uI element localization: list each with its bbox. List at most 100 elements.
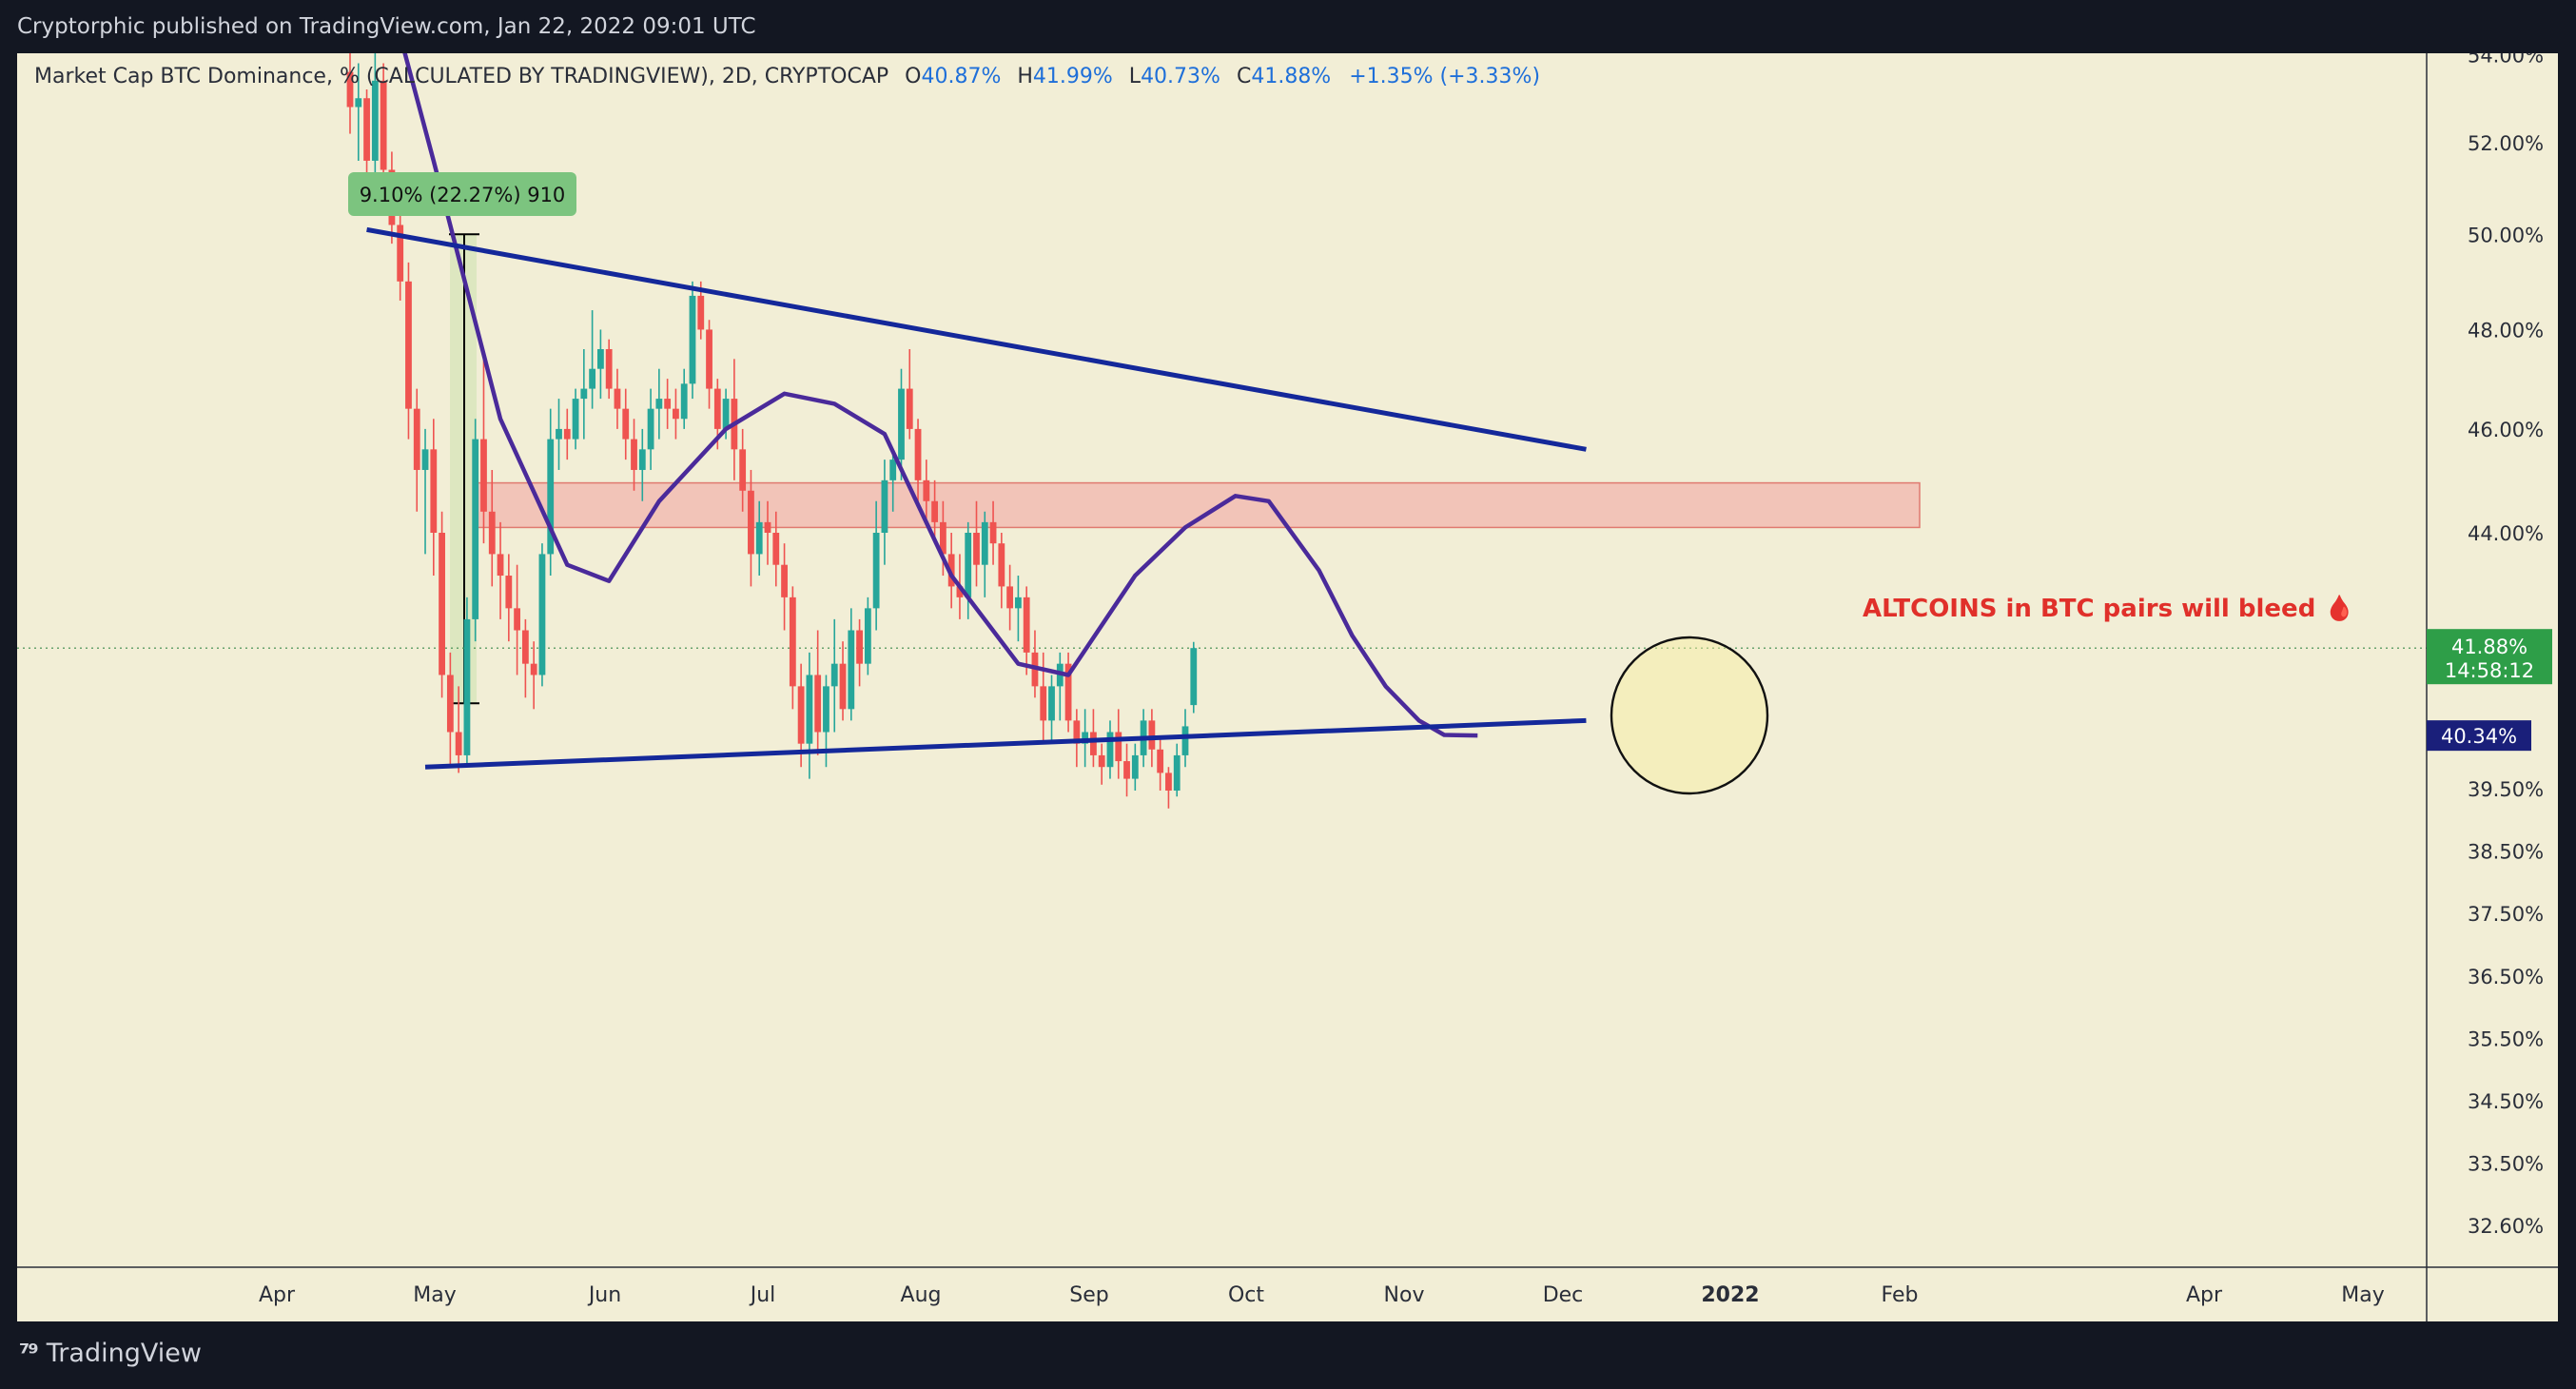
candle-down [939, 521, 946, 555]
candle-down [530, 663, 537, 675]
candle-down [739, 449, 747, 491]
y-tick-label: 38.50% [2468, 841, 2544, 864]
change-value: +1.35% (+3.33%) [1349, 65, 1541, 88]
highlight-circle [1610, 636, 1769, 795]
x-tick-label: Jul [749, 1283, 776, 1307]
close-label: C [1236, 65, 1252, 88]
x-tick-label: Oct [1228, 1283, 1264, 1307]
candle-down [439, 533, 445, 675]
candle-down [1115, 732, 1122, 762]
x-tick-label: Apr [2186, 1283, 2223, 1307]
candle-up [1190, 648, 1198, 706]
candle-up [355, 98, 362, 108]
candle-up [755, 521, 763, 555]
y-tick-label: 34.50% [2468, 1090, 2544, 1113]
candle-down [363, 98, 370, 161]
x-tick-label: May [2341, 1283, 2384, 1307]
plot-group [17, 53, 2427, 809]
candle-up [463, 618, 471, 755]
last-price-tag-value: 41.88% [2451, 636, 2527, 658]
candle-down [497, 554, 504, 577]
candle-up [547, 439, 555, 555]
y-tick-label: 46.00% [2468, 419, 2544, 441]
candle-up [472, 439, 479, 619]
candle-down [380, 80, 387, 170]
candle-down [989, 521, 997, 544]
publisher-text: Cryptorphic published on TradingView.com… [17, 14, 756, 39]
candle-down [706, 329, 712, 389]
last-price-countdown: 14:58:12 [2445, 659, 2534, 682]
measure-label-bg [348, 172, 576, 216]
candle-up [1181, 726, 1189, 755]
candle-up [421, 449, 429, 470]
y-tick-label: 35.50% [2468, 1027, 2544, 1050]
chart-svg[interactable]: 9.10% (22.27%) 910 ALTCOINS in BTC pairs … [17, 53, 2558, 1321]
candle-down [480, 439, 487, 512]
candle-down [839, 663, 847, 710]
candle-down [1073, 720, 1081, 744]
candle-down [998, 543, 1005, 587]
candle-down [973, 533, 980, 565]
x-tick-label: Sep [1069, 1283, 1108, 1307]
candle-down [697, 295, 705, 330]
x-tick-label: Nov [1384, 1283, 1425, 1307]
candle-down [405, 281, 412, 409]
candle-up [556, 428, 562, 440]
candle-down [664, 399, 672, 409]
candle-up [1173, 754, 1181, 792]
candle-down [713, 388, 721, 429]
candle-down [605, 348, 613, 389]
candle-up [872, 533, 880, 609]
candle-down [614, 388, 621, 409]
candle-down [346, 71, 354, 108]
open-label: O [905, 65, 922, 88]
candle-up [965, 533, 972, 597]
tradingview-brand[interactable]: ⁷⁹ TradingView [19, 1339, 202, 1368]
candle-up [371, 80, 379, 161]
tradingview-logo-icon: ⁷⁹ [19, 1339, 39, 1368]
publisher-bar: Cryptorphic published on TradingView.com… [0, 0, 2576, 53]
candle-down [631, 439, 637, 470]
candle-down [514, 608, 520, 631]
candle-up [538, 554, 546, 675]
x-tick-label: 2022 [1701, 1283, 1759, 1307]
candle-up [981, 521, 988, 565]
candle-down [923, 479, 930, 501]
high-value: 41.99% [1032, 65, 1113, 88]
y-tick-label: 50.00% [2468, 224, 2544, 246]
candle-up [580, 388, 588, 400]
candle-down [947, 554, 955, 587]
candle-up [1131, 754, 1139, 779]
y-tick-label: 36.50% [2468, 966, 2544, 988]
symbol-name: Market Cap BTC Dominance, % (CALCULATED … [34, 65, 889, 88]
x-tick-label: Dec [1543, 1283, 1584, 1307]
candle-down [956, 586, 964, 597]
candle-up [1015, 597, 1022, 609]
candle-down [931, 500, 938, 522]
y-tick-label: 37.50% [2468, 903, 2544, 926]
candle-down [446, 675, 454, 733]
y-tick-label: 44.00% [2468, 522, 2544, 545]
candle-up [655, 399, 663, 409]
y-tick-label: 32.60% [2468, 1215, 2544, 1238]
candle-down [1148, 720, 1156, 750]
candle-up [806, 675, 813, 744]
candle-down [1165, 773, 1172, 792]
candle-up [647, 408, 654, 450]
candle-down [622, 408, 630, 440]
candle-down [1098, 754, 1105, 768]
close-value: 41.88% [1251, 65, 1332, 88]
brand-text: TradingView [46, 1339, 202, 1368]
candle-up [680, 383, 688, 420]
candle-up [1106, 732, 1114, 768]
ma-tag-value: 40.34% [2441, 725, 2517, 748]
x-tick-label: Jun [587, 1283, 621, 1307]
moving-average-line [402, 53, 1478, 738]
candle-up [638, 449, 646, 470]
candle-down [764, 521, 771, 533]
candle-up [722, 399, 730, 429]
chart-area[interactable]: 9.10% (22.27%) 910 ALTCOINS in BTC pairs … [17, 53, 2558, 1321]
y-tick-label: 33.50% [2468, 1153, 2544, 1176]
y-tick-label: 39.50% [2468, 778, 2544, 801]
footer-bar: ⁷⁹ TradingView [0, 1321, 2576, 1389]
